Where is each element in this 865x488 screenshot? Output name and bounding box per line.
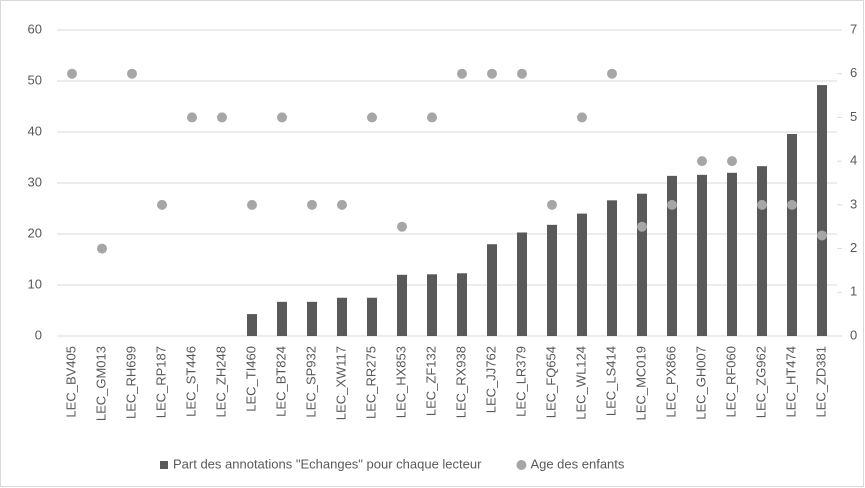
dot: [157, 199, 167, 210]
y-tick-label: 40: [28, 123, 42, 138]
bar: [757, 166, 767, 336]
y2-tick-label: 2: [850, 240, 857, 255]
bar: [397, 274, 407, 336]
bar: [727, 172, 737, 336]
dot: [127, 68, 137, 79]
bar: [277, 301, 287, 336]
legend-label: Age des enfants: [530, 456, 624, 471]
legend-label: Part des annotations "Echanges" pour cha…: [173, 456, 482, 471]
dot: [217, 112, 227, 123]
dot: [757, 199, 767, 210]
dot: [577, 112, 587, 123]
bar: [517, 232, 527, 336]
bar: [607, 200, 617, 336]
x-tick-label: LEC_SP932: [303, 346, 318, 418]
x-tick-label: LEC_XW117: [333, 346, 348, 420]
y-tick-label: 50: [28, 72, 42, 87]
dot: [667, 199, 677, 210]
y-tick-label: 0: [35, 327, 42, 342]
y2-tick-label: 3: [850, 196, 857, 211]
legend-swatch: [516, 460, 527, 470]
x-tick-label: LEC_TI460: [243, 346, 258, 412]
x-tick-label: LEC_FQ654: [543, 346, 558, 418]
x-tick-label: LEC_RH699: [123, 346, 138, 419]
x-tick-label: LEC_ZD381: [813, 346, 828, 418]
dot: [457, 68, 467, 79]
bar: [427, 274, 437, 336]
x-tick-label: LEC_ST446: [183, 346, 198, 417]
y-tick-label: 10: [28, 276, 42, 291]
bar: [367, 297, 377, 336]
dot: [307, 199, 317, 210]
dot: [607, 68, 617, 79]
dot: [397, 221, 407, 232]
dot: [427, 112, 437, 123]
x-tick-label: LEC_RP187: [153, 346, 168, 418]
dot: [277, 112, 287, 123]
x-tick-label: LEC_ZH248: [213, 346, 228, 418]
x-tick-label: LEC_ZG962: [753, 346, 768, 418]
bar: [637, 193, 647, 336]
bar: [307, 301, 317, 336]
dot: [817, 230, 827, 241]
bar: [457, 273, 467, 336]
y2-tick-label: 0: [850, 327, 857, 342]
x-tick-label: LEC_ZF132: [423, 346, 438, 416]
y-tick-label: 30: [28, 174, 42, 189]
dot: [367, 112, 377, 123]
dot: [787, 199, 797, 210]
y-tick-label: 20: [28, 225, 42, 240]
x-tick-label: LEC_PX866: [663, 346, 678, 418]
x-tick-label: LEC_RX938: [453, 346, 468, 418]
dot: [547, 199, 557, 210]
dot: [247, 199, 257, 210]
bar: [337, 297, 347, 336]
legend-swatch: [160, 461, 168, 469]
dot: [637, 221, 647, 232]
y2-tick-label: 1: [850, 284, 857, 299]
x-tick-label: LEC_HT474: [783, 346, 798, 418]
y2-tick-label: 5: [850, 109, 857, 124]
x-tick-label: LEC_LS414: [603, 346, 618, 416]
dot: [337, 199, 347, 210]
dot: [487, 68, 497, 79]
y2-tick-label: 6: [850, 65, 857, 80]
dot: [187, 112, 197, 123]
x-tick-label: LEC_RF060: [723, 346, 738, 418]
bar: [547, 224, 557, 336]
x-tick-label: LEC_BV405: [63, 346, 78, 418]
bar: [787, 134, 797, 336]
dot: [697, 156, 707, 167]
x-tick-label: LEC_JJ762: [483, 346, 498, 413]
x-tick-label: LEC_GH007: [693, 346, 708, 420]
bar: [667, 175, 677, 336]
x-tick-label: LEC_BT824: [273, 346, 288, 417]
x-tick-label: LEC_MC019: [633, 346, 648, 420]
dot: [67, 68, 77, 79]
y-tick-label: 60: [28, 21, 42, 36]
bar: [697, 174, 707, 336]
y2-tick-label: 7: [850, 21, 857, 36]
x-tick-label: LEC_GM013: [93, 346, 108, 421]
dot: [97, 243, 107, 254]
dot: [517, 68, 527, 79]
bar: [247, 314, 257, 336]
x-tick-label: LEC_WL124: [573, 346, 588, 420]
bar: [487, 244, 497, 336]
dot: [727, 156, 737, 167]
x-tick-label: LEC_RR275: [363, 346, 378, 419]
bar: [577, 213, 587, 336]
y2-tick-label: 4: [850, 153, 857, 168]
bar: [817, 85, 827, 336]
x-tick-label: LEC_HX853: [393, 346, 408, 418]
x-tick-label: LEC_LR379: [513, 346, 528, 417]
